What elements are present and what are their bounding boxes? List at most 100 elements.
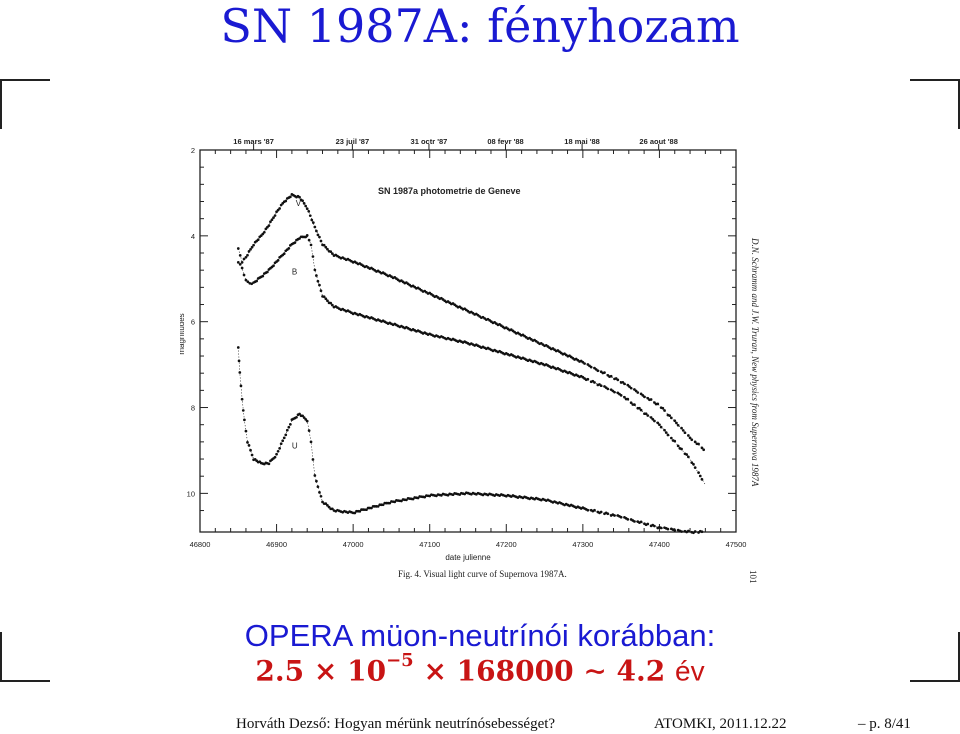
data-point bbox=[599, 384, 603, 388]
data-point bbox=[250, 245, 254, 249]
data-point bbox=[656, 402, 660, 406]
data-point bbox=[285, 428, 289, 432]
data-point bbox=[255, 279, 259, 283]
data-point bbox=[693, 530, 697, 533]
data-point bbox=[249, 247, 252, 251]
data-point bbox=[702, 448, 706, 452]
series-label-V: V bbox=[296, 199, 302, 208]
data-point bbox=[305, 207, 309, 211]
data-point bbox=[301, 199, 304, 203]
data-point bbox=[236, 247, 240, 250]
data-point bbox=[244, 255, 248, 259]
data-point bbox=[275, 452, 278, 456]
data-point bbox=[583, 362, 586, 365]
data-point bbox=[273, 214, 277, 217]
data-point bbox=[673, 419, 677, 423]
data-point bbox=[593, 508, 596, 512]
data-point bbox=[311, 221, 315, 224]
data-point bbox=[276, 259, 280, 262]
data-point bbox=[304, 204, 308, 208]
data-point bbox=[656, 421, 660, 425]
formula-times-1: × bbox=[313, 654, 338, 688]
data-point bbox=[326, 299, 329, 303]
data-point bbox=[247, 444, 251, 447]
series-U: U bbox=[236, 346, 706, 535]
data-point bbox=[267, 224, 271, 227]
data-point bbox=[304, 418, 308, 421]
data-point bbox=[256, 238, 260, 242]
data-point bbox=[316, 485, 320, 489]
data-point bbox=[666, 433, 670, 437]
data-point bbox=[319, 289, 323, 293]
formula-unit: év bbox=[675, 655, 705, 687]
data-point bbox=[676, 444, 680, 448]
data-point bbox=[307, 238, 311, 242]
data-point bbox=[619, 515, 623, 519]
top-date-label: 26 aout '88 bbox=[639, 137, 677, 146]
data-point bbox=[270, 218, 274, 222]
data-point bbox=[272, 216, 275, 219]
series-V: V bbox=[236, 192, 706, 452]
data-point bbox=[266, 270, 269, 274]
data-point bbox=[680, 447, 683, 451]
data-point bbox=[244, 429, 248, 433]
data-point bbox=[246, 280, 250, 284]
data-point bbox=[326, 247, 329, 251]
data-point bbox=[697, 471, 700, 474]
data-point bbox=[646, 414, 650, 417]
data-point bbox=[331, 507, 334, 511]
footer-author: Horváth Dezső: Hogyan mérünk neutrínóseb… bbox=[236, 716, 556, 732]
data-point bbox=[316, 279, 320, 283]
data-point bbox=[244, 278, 248, 282]
data-point bbox=[241, 409, 245, 412]
data-point bbox=[698, 474, 702, 478]
data-point bbox=[237, 359, 241, 363]
data-point bbox=[669, 436, 673, 440]
data-point bbox=[305, 233, 309, 237]
data-point bbox=[313, 268, 317, 272]
data-point bbox=[649, 416, 653, 419]
data-point bbox=[687, 434, 690, 437]
data-point bbox=[653, 419, 656, 423]
series-B: B bbox=[236, 233, 706, 485]
figure-page-number: 101 bbox=[748, 570, 758, 584]
x-axis-label: date julienne bbox=[445, 553, 491, 562]
data-point bbox=[633, 520, 636, 523]
series-path-V bbox=[237, 194, 706, 451]
chart-series: V B U bbox=[236, 192, 706, 535]
data-point bbox=[293, 241, 297, 244]
data-point bbox=[606, 387, 610, 391]
formula-times-2: × bbox=[423, 654, 447, 688]
data-point bbox=[310, 218, 314, 222]
data-point bbox=[606, 512, 610, 516]
side-citation-text: D.N. Schramm and J.W. Truran, New physic… bbox=[750, 238, 760, 487]
footer-venue: ATOMKI, 2011.12.22 bbox=[654, 716, 787, 732]
data-point bbox=[287, 247, 291, 250]
data-point bbox=[272, 264, 275, 268]
series-label-B: B bbox=[292, 267, 297, 276]
data-point bbox=[302, 202, 306, 205]
data-point bbox=[308, 214, 312, 218]
data-point bbox=[613, 514, 616, 517]
data-point bbox=[315, 479, 318, 483]
data-point bbox=[623, 382, 626, 386]
data-point bbox=[599, 510, 603, 514]
data-point bbox=[240, 266, 244, 270]
data-point bbox=[321, 500, 324, 504]
data-point bbox=[261, 274, 265, 278]
data-point bbox=[644, 412, 648, 416]
data-point bbox=[653, 524, 656, 528]
data-point bbox=[319, 239, 323, 243]
x-tick-label: 47300 bbox=[572, 540, 593, 549]
data-point bbox=[309, 440, 313, 444]
data-point bbox=[322, 295, 326, 299]
data-point bbox=[664, 431, 668, 434]
top-date-label: 16 mars '87 bbox=[233, 137, 274, 146]
data-point bbox=[238, 262, 242, 266]
data-point bbox=[267, 462, 271, 466]
data-point bbox=[700, 446, 704, 450]
light-curve-chart: 46800 46900 47000 47100 47200 47300 47400 47500… bbox=[180, 137, 746, 562]
data-point bbox=[287, 425, 291, 429]
data-point bbox=[638, 406, 641, 410]
x-tick-label: 46800 bbox=[190, 540, 211, 549]
